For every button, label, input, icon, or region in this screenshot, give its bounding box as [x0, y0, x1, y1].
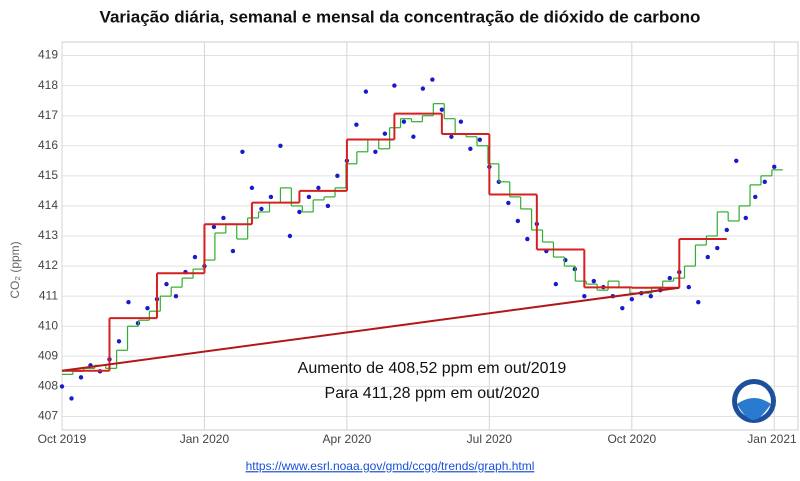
source-link[interactable]: https://www.esrl.noaa.gov/gmd/ccgg/trend…	[246, 459, 535, 473]
y-tick-label: 414	[38, 198, 58, 212]
daily-point	[145, 305, 150, 311]
x-tick-label: Oct 2019	[38, 432, 87, 446]
daily-point	[325, 203, 331, 209]
x-tick-label: Jul 2020	[467, 432, 513, 446]
y-tick-label: 409	[38, 348, 58, 362]
daily-point	[430, 77, 435, 82]
trend-line	[61, 286, 680, 372]
annotation: Para 411,28 ppm em out/2020	[325, 385, 540, 402]
y-tick-label: 410	[38, 318, 58, 332]
y-axis-label: CO₂ (ppm)	[8, 241, 22, 298]
daily-point	[59, 384, 65, 389]
daily-point	[278, 143, 283, 148]
daily-point	[230, 248, 236, 254]
daily-point	[306, 194, 312, 200]
y-tick-label: 408	[38, 379, 58, 393]
noaa-logo	[732, 379, 776, 423]
daily-point	[373, 149, 378, 154]
daily-point	[287, 233, 293, 239]
daily-point	[525, 236, 530, 242]
daily-point	[582, 293, 587, 299]
daily-point	[363, 89, 369, 94]
daily-point	[724, 227, 729, 233]
x-tick-label: Apr 2020	[323, 432, 372, 446]
daily-point	[705, 254, 710, 260]
y-tick-label: 413	[38, 228, 58, 242]
daily-point	[69, 396, 74, 401]
daily-point	[591, 278, 597, 284]
daily-point	[211, 224, 217, 230]
daily-point	[743, 215, 748, 221]
daily-point	[116, 339, 122, 344]
daily-point	[772, 164, 777, 170]
daily-point	[648, 293, 653, 299]
y-tick-label: 419	[38, 48, 58, 62]
daily-point	[240, 149, 245, 154]
daily-point	[316, 185, 321, 191]
daily-point	[411, 134, 416, 139]
daily-point	[420, 86, 426, 91]
daily-point	[249, 185, 255, 191]
daily-point	[392, 83, 397, 88]
daily-point	[268, 194, 274, 200]
daily-point	[468, 146, 473, 151]
daily-point	[449, 134, 454, 139]
daily-point	[458, 119, 464, 124]
daily-point	[753, 194, 758, 200]
daily-point	[553, 281, 559, 287]
daily-point	[382, 131, 388, 136]
daily-point	[259, 206, 264, 212]
daily-point	[78, 375, 84, 380]
x-tick-label: Jan 2020	[180, 432, 230, 446]
x-tick-label: Jan 2021	[747, 432, 797, 446]
y-tick-label: 412	[38, 258, 58, 272]
daily-point	[164, 281, 169, 287]
y-tick-label: 418	[38, 78, 58, 92]
y-tick-label: 415	[38, 168, 58, 182]
daily-point	[686, 284, 691, 290]
daily-point	[506, 200, 511, 206]
annotation: Aumento de 408,52 ppm em out/2019	[298, 360, 567, 377]
daily-point	[762, 179, 767, 185]
daily-point	[173, 293, 179, 299]
y-tick-label: 417	[38, 108, 58, 122]
y-tick-label: 407	[38, 409, 58, 423]
daily-point	[335, 173, 340, 179]
daily-point	[477, 137, 483, 142]
daily-point	[734, 158, 739, 164]
y-tick-label: 411	[39, 288, 58, 302]
daily-point	[629, 296, 635, 302]
daily-point	[696, 299, 701, 305]
daily-point	[401, 119, 407, 124]
daily-point	[439, 107, 445, 112]
chart-title: Variação diária, semanal e mensal da con…	[100, 7, 701, 26]
x-tick-label: Oct 2020	[607, 432, 656, 446]
daily-point	[221, 215, 226, 221]
daily-point	[715, 245, 720, 251]
daily-point	[667, 275, 672, 281]
daily-point	[620, 305, 625, 311]
y-tick-label: 416	[38, 138, 58, 152]
daily-point	[354, 122, 359, 127]
daily-point	[297, 209, 302, 215]
daily-point	[126, 299, 131, 305]
daily-point	[192, 254, 198, 260]
daily-point	[515, 218, 521, 224]
plot-area: 407 408 409 410 411 412 413 414 415 416 417 418 419 O…	[38, 41, 799, 446]
